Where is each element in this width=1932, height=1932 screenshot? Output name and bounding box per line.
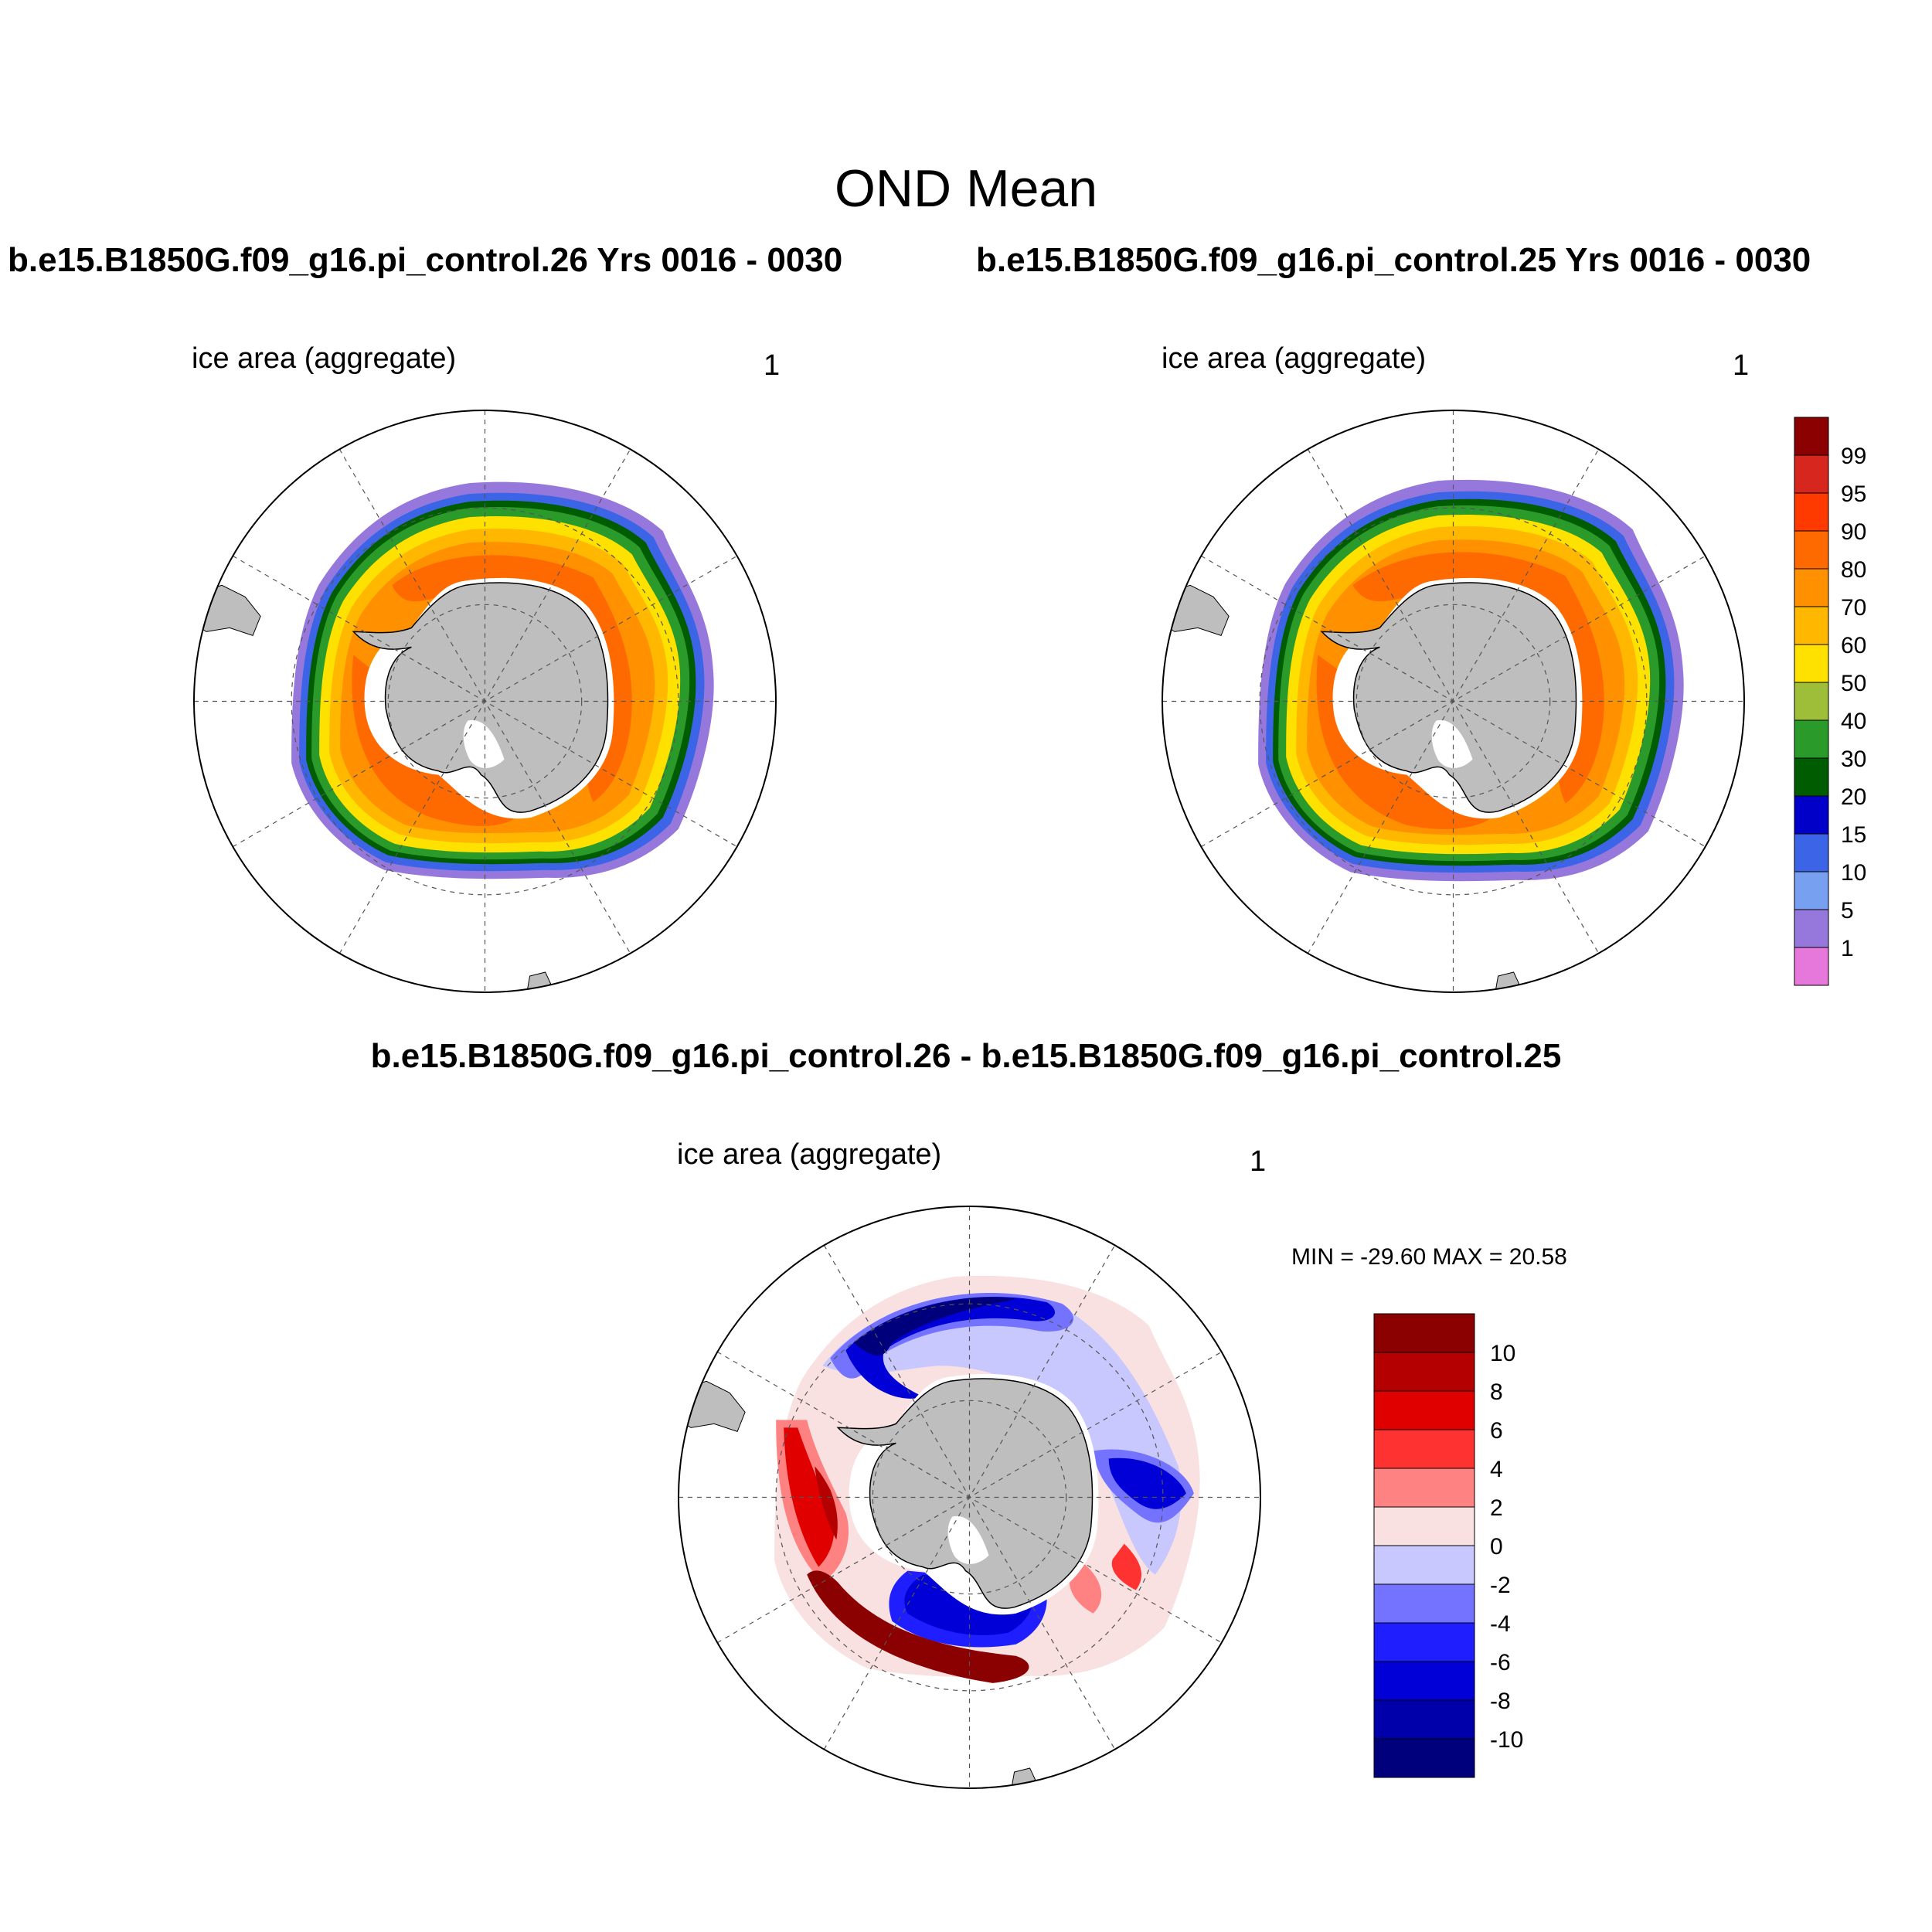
figure-title: OND Mean: [834, 159, 1098, 218]
antarctica-landmass: [836, 1373, 1099, 1615]
difference-colorbar-label: -8: [1490, 1689, 1511, 1714]
difference-colorbar-swatch: [1373, 1545, 1475, 1585]
concentration-colorbar-swatch: [1794, 719, 1829, 759]
panel1-units-label: 1: [764, 349, 781, 382]
map-boundary: [678, 1206, 1261, 1789]
difference-colorbar-swatch: [1373, 1506, 1475, 1546]
difference-colorbar-swatch: [1373, 1352, 1475, 1392]
difference-colorbar-swatch: [1373, 1661, 1475, 1701]
difference-colorbar-label: -4: [1490, 1611, 1511, 1637]
panel2-case-title: b.e15.B1850G.f09_g16.pi_control.25 Yrs 0…: [976, 241, 1811, 279]
difference-colorbar-swatch: [1373, 1699, 1475, 1740]
difference-colorbar-label: 2: [1490, 1495, 1503, 1521]
concentration-colorbar-label: 30: [1841, 747, 1866, 772]
concentration-colorbar-label: 70: [1841, 595, 1866, 621]
concentration-colorbar-label: 15: [1841, 822, 1866, 848]
concentration-colorbar-swatch: [1794, 454, 1829, 494]
concentration-colorbar-swatch: [1794, 417, 1829, 456]
difference-colorbar-label: 10: [1490, 1341, 1515, 1366]
difference-colorbar-swatch: [1373, 1429, 1475, 1469]
concentration-colorbar: 99 95 90 80 70 60 50 40 30 20 15 10 5 1: [1794, 417, 1866, 986]
concentration-colorbar-swatch: [1794, 606, 1829, 645]
difference-colorbar-label: 8: [1490, 1379, 1503, 1405]
difference-colorbar-swatch: [1373, 1468, 1475, 1508]
concentration-colorbar-swatch: [1794, 947, 1829, 986]
difference-colorbar-label: 4: [1490, 1457, 1503, 1482]
difference-colorbar-label: 6: [1490, 1418, 1503, 1444]
diff-variable-label: ice area (aggregate): [677, 1138, 942, 1171]
concentration-colorbar-label: 10: [1841, 860, 1866, 886]
difference-colorbar-label: -10: [1490, 1727, 1523, 1753]
concentration-colorbar-swatch: [1794, 568, 1829, 607]
concentration-colorbar-swatch: [1794, 795, 1829, 835]
concentration-colorbar-label: 95: [1841, 481, 1866, 507]
concentration-colorbar-swatch: [1794, 909, 1829, 948]
antarctica-landmass: [1320, 577, 1583, 819]
difference-colorbar-label: -6: [1490, 1650, 1511, 1675]
panel1-variable-label: ice area (aggregate): [192, 342, 457, 375]
concentration-colorbar-label: 90: [1841, 519, 1866, 545]
concentration-colorbar-swatch: [1794, 492, 1829, 532]
concentration-colorbar-label: 60: [1841, 633, 1866, 658]
polar-map-case1: [192, 410, 777, 993]
difference-colorbar-swatch: [1373, 1738, 1475, 1778]
concentration-colorbar-swatch: [1794, 530, 1829, 570]
concentration-colorbar-swatch: [1794, 833, 1829, 872]
panel2-units-label: 1: [1733, 349, 1750, 382]
panel1-case-title: b.e15.B1850G.f09_g16.pi_control.26 Yrs 0…: [8, 241, 843, 279]
concentration-colorbar-label: 50: [1841, 671, 1866, 696]
concentration-colorbar-label: 80: [1841, 557, 1866, 583]
difference-colorbar-label: -2: [1490, 1573, 1511, 1598]
difference-colorbar-swatch: [1373, 1313, 1475, 1353]
difference-colorbar-swatch: [1373, 1390, 1475, 1430]
difference-colorbar: 10 8 6 4 2 0 -2 -4 -6 -8 -10: [1373, 1313, 1523, 1778]
concentration-colorbar-label: 40: [1841, 709, 1866, 734]
graticule: [1162, 410, 1744, 992]
difference-colorbar-swatch: [1373, 1583, 1475, 1624]
concentration-colorbar-swatch: [1794, 757, 1829, 797]
concentration-colorbar-swatch: [1794, 644, 1829, 683]
concentration-colorbar-label: 1: [1841, 936, 1854, 961]
difference-colorbar-swatch: [1373, 1622, 1475, 1662]
map-boundary: [1162, 410, 1745, 993]
diff-minmax-text: MIN = -29.60 MAX = 20.58: [1291, 1244, 1567, 1270]
graticule: [679, 1206, 1260, 1788]
difference-title: b.e15.B1850G.f09_g16.pi_control.26 - b.e…: [370, 1037, 1562, 1075]
polar-map-case2: [1162, 410, 1745, 993]
map-boundary: [192, 410, 777, 993]
concentration-colorbar-label: 5: [1841, 898, 1854, 923]
panel2-variable-label: ice area (aggregate): [1162, 342, 1427, 375]
graticule: [194, 410, 776, 992]
difference-colorbar-label: 0: [1490, 1534, 1503, 1560]
antarctica-landmass: [352, 577, 614, 819]
diff-units-label: 1: [1250, 1145, 1267, 1178]
concentration-colorbar-label: 20: [1841, 784, 1866, 810]
polar-map-difference: [678, 1206, 1261, 1789]
concentration-colorbar-swatch: [1794, 871, 1829, 910]
concentration-colorbar-swatch: [1794, 682, 1829, 721]
concentration-colorbar-label: 99: [1841, 444, 1866, 469]
